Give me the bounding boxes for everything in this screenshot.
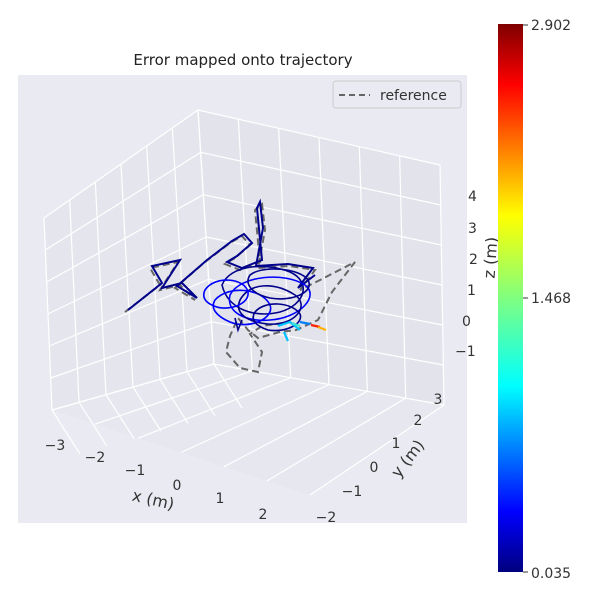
grid-line-x-wall [146,145,161,380]
x-tick-label: −1 [125,463,146,479]
x-tick-label: −3 [45,438,66,454]
colorbar-gradient [498,24,523,572]
trajectory-plot [124,198,356,374]
grid-line-y-wall [197,109,215,365]
grid-line-y-wall [399,155,407,399]
z-axis-label: z (m) [480,236,502,279]
grid-line-x-floor [105,394,135,439]
grid-line-y-wall [318,137,330,385]
z-tick-label: 2 [469,252,478,268]
y-tick-label: 3 [434,392,443,408]
legend: reference [332,80,462,109]
y-tick-label: 0 [370,460,379,476]
high-error-segment [282,331,290,342]
grid-line-y-floor [180,383,330,454]
y-tick-label: −2 [316,510,337,526]
grid-line-y-floor [309,404,445,496]
z-tick-label: 0 [462,314,471,330]
x-tick-label: 1 [216,491,225,507]
grid-line-x-wall [43,217,53,411]
estimated-trajectory-segment [234,317,243,333]
grid-line-y-floor [137,377,291,439]
estimated-trajectory-loop [247,268,311,300]
grid-line-y-wall [237,119,253,371]
estimated-trajectory-loop [228,276,311,322]
grid-line-x-floor [186,371,216,416]
z-tick-label: −1 [455,344,476,360]
y-tick-label: 2 [414,413,423,429]
z-tick-label: 1 [467,283,476,299]
grid-line-x-wall [94,181,107,395]
colorbar-max-label: 2.902 [531,18,571,34]
grid-line-x-floor [132,386,162,432]
high-error-segment [277,320,301,331]
grid-line-x-floor [213,363,243,409]
colorbar-min-label: 0.035 [531,566,571,582]
x-tick-label: −2 [85,450,106,466]
grid-line-y-wall [278,128,292,378]
grid-line-y-wall [358,146,368,392]
y-tick-label: 1 [392,436,401,452]
chart-title: Error mapped onto trajectory [133,51,352,69]
colorbar: 2.902 1.468 0.035 [498,18,571,582]
y-tick-label: −1 [342,484,363,500]
high-error-segment [291,321,301,328]
x-tick-label: 0 [173,478,182,494]
floor-pane [52,364,444,495]
legend-frame [332,80,462,109]
estimated-trajectory-loop [212,289,272,326]
z-tick-label: 3 [468,221,477,237]
grid-line-x-wall [69,199,80,403]
grid-line-x-wall [171,127,188,372]
grid-line-y-wall [439,164,445,406]
grid-line-x-floor [159,379,189,424]
z-tick-label: 4 [468,189,477,205]
grid-line-x-wall [120,163,134,388]
grid-line-y-floor [94,370,253,425]
grid-line-y-floor [223,390,368,468]
legend-reference-label: reference [380,88,447,104]
grid-line-x-floor [51,409,81,455]
grid-line-y-floor [266,397,406,482]
colorbar-mid-label: 1.468 [531,291,571,307]
grid-line-x-floor [78,402,108,447]
x-tick-label: 2 [259,507,268,523]
3d-grid [43,109,445,496]
estimated-trajectory-loop [221,265,304,315]
high-error-segment [317,325,327,332]
estimated-trajectory-loop [202,279,249,309]
high-error-segment [299,320,311,326]
grid-line-y-floor [51,363,215,411]
estimated-trajectory-loop [252,303,302,332]
